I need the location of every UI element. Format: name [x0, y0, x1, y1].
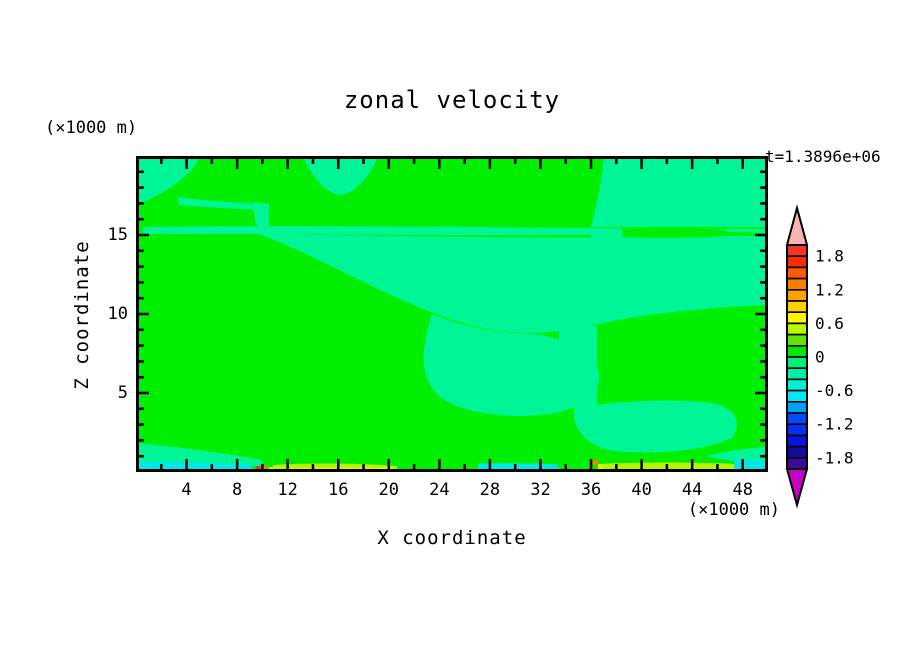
- colorbar-segment: [786, 322, 808, 336]
- x-tick-label: 12: [277, 480, 298, 500]
- colorbar-segment: [786, 356, 808, 369]
- x-tick-label: 48: [732, 480, 753, 500]
- x-tick-label: 8: [231, 480, 243, 500]
- colorbar-segment: [786, 289, 808, 302]
- colorbar-tick-label: 0.6: [815, 314, 844, 333]
- y-axis-unit: (×1000 m): [45, 118, 138, 138]
- colorbar-segment: [786, 333, 808, 347]
- x-tick-label: 28: [479, 480, 501, 500]
- colorbar-segment: [786, 311, 808, 325]
- colorbar-segment: [786, 345, 808, 358]
- colorbar-segment: [786, 423, 808, 437]
- x-axis-unit: (×1000 m): [687, 500, 780, 520]
- plot-frame: [136, 156, 768, 472]
- colorbar-segment: [786, 412, 808, 425]
- colorbar-tick-label: 1.8: [815, 247, 844, 266]
- colorbar-segment: [786, 445, 808, 459]
- colorbar-segment: [786, 300, 808, 313]
- colorbar: 1.8 1.2 0.6 0 -0.6 -1.2 -1.8: [785, 204, 854, 509]
- x-axis-label: X coordinate: [377, 527, 527, 549]
- x-tick-label: 16: [327, 480, 349, 500]
- colorbar-tick-label: 0: [815, 348, 825, 367]
- y-tick-label: 10: [107, 304, 128, 324]
- y-tick-label: 5: [117, 383, 128, 403]
- colorbar-tick-label: -1.8: [815, 448, 854, 467]
- y-tick-label: 15: [107, 225, 128, 245]
- colorbar-tick-label: -1.2: [815, 415, 854, 434]
- colorbar-tick-label: -0.6: [815, 381, 854, 400]
- colorbar-segment: [786, 434, 808, 448]
- time-annotation: t=1.3896e+06: [765, 147, 881, 166]
- plot-title: zonal velocity: [343, 86, 561, 114]
- x-tick-label: 24: [429, 480, 450, 500]
- contour-plot: [136, 156, 768, 472]
- colorbar-segment: [786, 367, 808, 381]
- colorbar-segment: [786, 277, 808, 291]
- colorbar-segment: [786, 266, 808, 280]
- x-tick-label: 44: [681, 480, 703, 500]
- x-tick-label: 4: [181, 480, 192, 500]
- colorbar-segment: [786, 244, 808, 257]
- x-tick-label: 40: [631, 480, 652, 500]
- contour-fill-spring-regions: [136, 156, 768, 466]
- colorbar-segment: [786, 456, 808, 470]
- z-axis-label: Z coordinate: [71, 240, 93, 390]
- colorbar-tick-label: 1.2: [815, 280, 844, 299]
- colorbar-segment: [786, 255, 808, 269]
- colorbar-segment: [786, 389, 808, 403]
- colorbar-segment: [786, 378, 808, 392]
- x-tick-label: 20: [378, 480, 400, 500]
- x-tick-label: 32: [530, 480, 551, 500]
- x-tick-label: 36: [580, 480, 602, 500]
- colorbar-segment: [786, 401, 808, 414]
